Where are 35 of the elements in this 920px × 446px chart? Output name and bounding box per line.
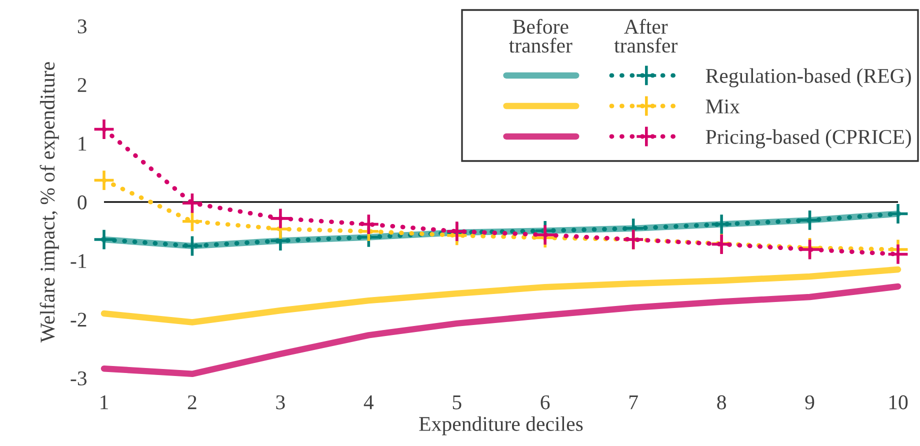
point	[798, 209, 821, 232]
x-tick-label: 9	[805, 395, 814, 410]
annotation: Before transfer	[509, 18, 572, 53]
x-tick-label: 1	[100, 395, 108, 410]
point	[181, 234, 204, 258]
legend-label: Pricing-based (CPRICE)	[706, 129, 911, 148]
y-tick-label: 2	[78, 78, 86, 92]
point	[92, 118, 116, 140]
y-tick-label: 3	[78, 19, 87, 34]
point	[92, 169, 116, 192]
y-tick-label: 0	[78, 195, 87, 210]
y-tick-label: -2	[70, 312, 86, 327]
y-tick-label: 1	[78, 136, 86, 151]
point	[92, 228, 116, 251]
x-tick-label: 2	[188, 395, 196, 410]
annotation: After transfer	[614, 18, 678, 53]
point	[886, 243, 910, 266]
point	[181, 192, 204, 214]
x-tick-label: 4	[364, 395, 374, 410]
x-tick-label: 8	[717, 395, 726, 410]
x-tick-label: 3	[276, 395, 285, 410]
x-tick-label: 10	[889, 395, 908, 410]
point	[358, 213, 380, 236]
legend-label: Regulation-based (REG)	[706, 68, 911, 88]
y-axis-title: Welfare impact, % of expenditure	[40, 62, 59, 343]
y-tick-label: -3	[70, 371, 87, 386]
x-axis-title: Expenditure deciles	[419, 416, 583, 436]
point	[886, 202, 910, 225]
x-tick-label: 6	[540, 395, 550, 410]
x-tick-label: 5	[452, 395, 462, 410]
x-tick-label: 7	[630, 395, 638, 410]
y-tick-label: -1	[70, 254, 86, 268]
point	[181, 210, 204, 232]
legend-label: Mix	[706, 99, 740, 114]
point	[710, 213, 733, 236]
